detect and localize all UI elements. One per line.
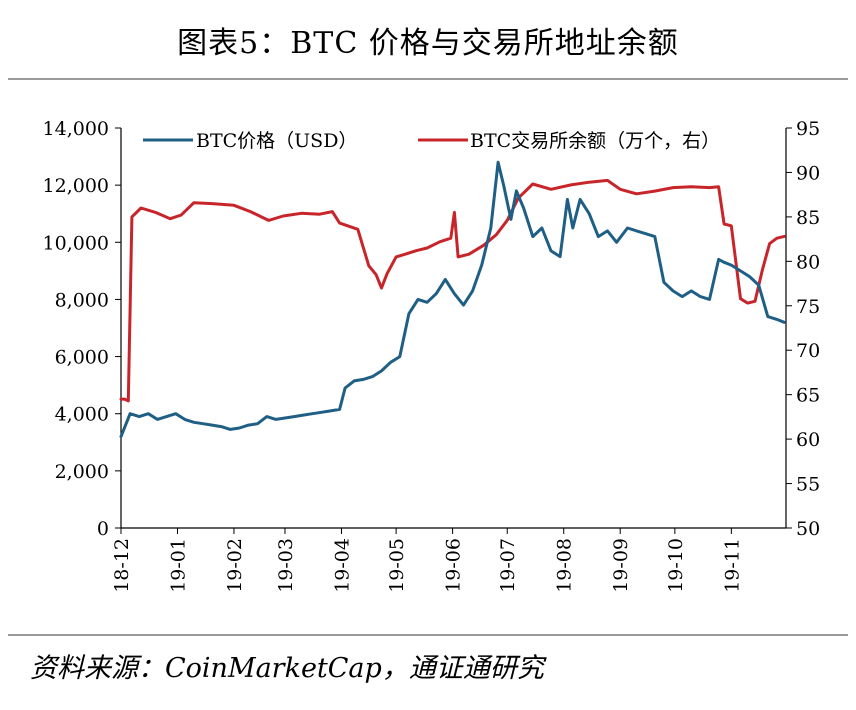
- series-line-balance: [119, 178, 786, 403]
- left-tick-label: 8,000: [55, 289, 109, 311]
- right-tick-label: 85: [796, 207, 820, 229]
- left-axis-ticks: 0 2,000 4,000 6,000 8,000 10,000 12,000 14,000: [43, 118, 121, 540]
- x-tick-label: 19-07: [497, 538, 519, 593]
- right-tick-label: 60: [796, 429, 820, 451]
- bottom-divider: [8, 634, 848, 636]
- left-tick-label: 6,000: [55, 347, 109, 369]
- right-tick-label: 75: [796, 296, 820, 318]
- x-tick-label: 18-12: [111, 538, 133, 593]
- right-tick-label: 90: [796, 162, 820, 184]
- series-layer: [119, 160, 786, 439]
- legend-label-price: BTC价格（USD）: [196, 130, 357, 152]
- x-axis-ticks: 18-12 19-01 19-02 19-03 19-04 19-05 19-06 19-07…: [111, 528, 743, 593]
- right-tick-label: 55: [796, 474, 820, 496]
- right-tick-label: 65: [796, 385, 820, 407]
- series-line-price: [119, 160, 786, 439]
- left-tick-label: 4,000: [55, 404, 109, 426]
- x-tick-label: 19-09: [610, 538, 632, 593]
- x-tick-label: 19-10: [665, 538, 687, 593]
- left-tick-label: 10,000: [43, 232, 109, 254]
- right-tick-label: 95: [796, 118, 820, 140]
- x-tick-label: 19-11: [721, 538, 743, 593]
- x-tick-label: 19-05: [386, 538, 408, 593]
- right-axis-ticks: 50 55 60 65 70 75 80 85 90 95: [786, 118, 820, 540]
- right-tick-label: 70: [796, 340, 820, 362]
- right-tick-label: 50: [796, 518, 820, 540]
- left-tick-label: 12,000: [43, 175, 109, 197]
- x-tick-label: 19-03: [275, 538, 297, 593]
- left-tick-label: 14,000: [43, 118, 109, 140]
- x-tick-label: 19-06: [443, 538, 465, 593]
- legend: BTC价格（USD） BTC交易所余额（万个，右）: [143, 130, 720, 152]
- source-note: 资料来源：CoinMarketCap，通证通研究: [30, 653, 544, 684]
- x-tick-label: 19-02: [224, 538, 246, 593]
- legend-label-balance: BTC交易所余额（万个，右）: [470, 130, 720, 152]
- x-tick-label: 19-08: [554, 538, 576, 593]
- left-tick-label: 0: [97, 518, 109, 540]
- top-divider: [8, 78, 848, 80]
- x-tick-label: 19-01: [167, 538, 189, 593]
- left-tick-label: 2,000: [55, 461, 109, 483]
- chart-title: 图表5：BTC 价格与交易所地址余额: [177, 26, 679, 61]
- x-tick-label: 19-04: [331, 538, 353, 593]
- right-tick-label: 80: [796, 251, 820, 273]
